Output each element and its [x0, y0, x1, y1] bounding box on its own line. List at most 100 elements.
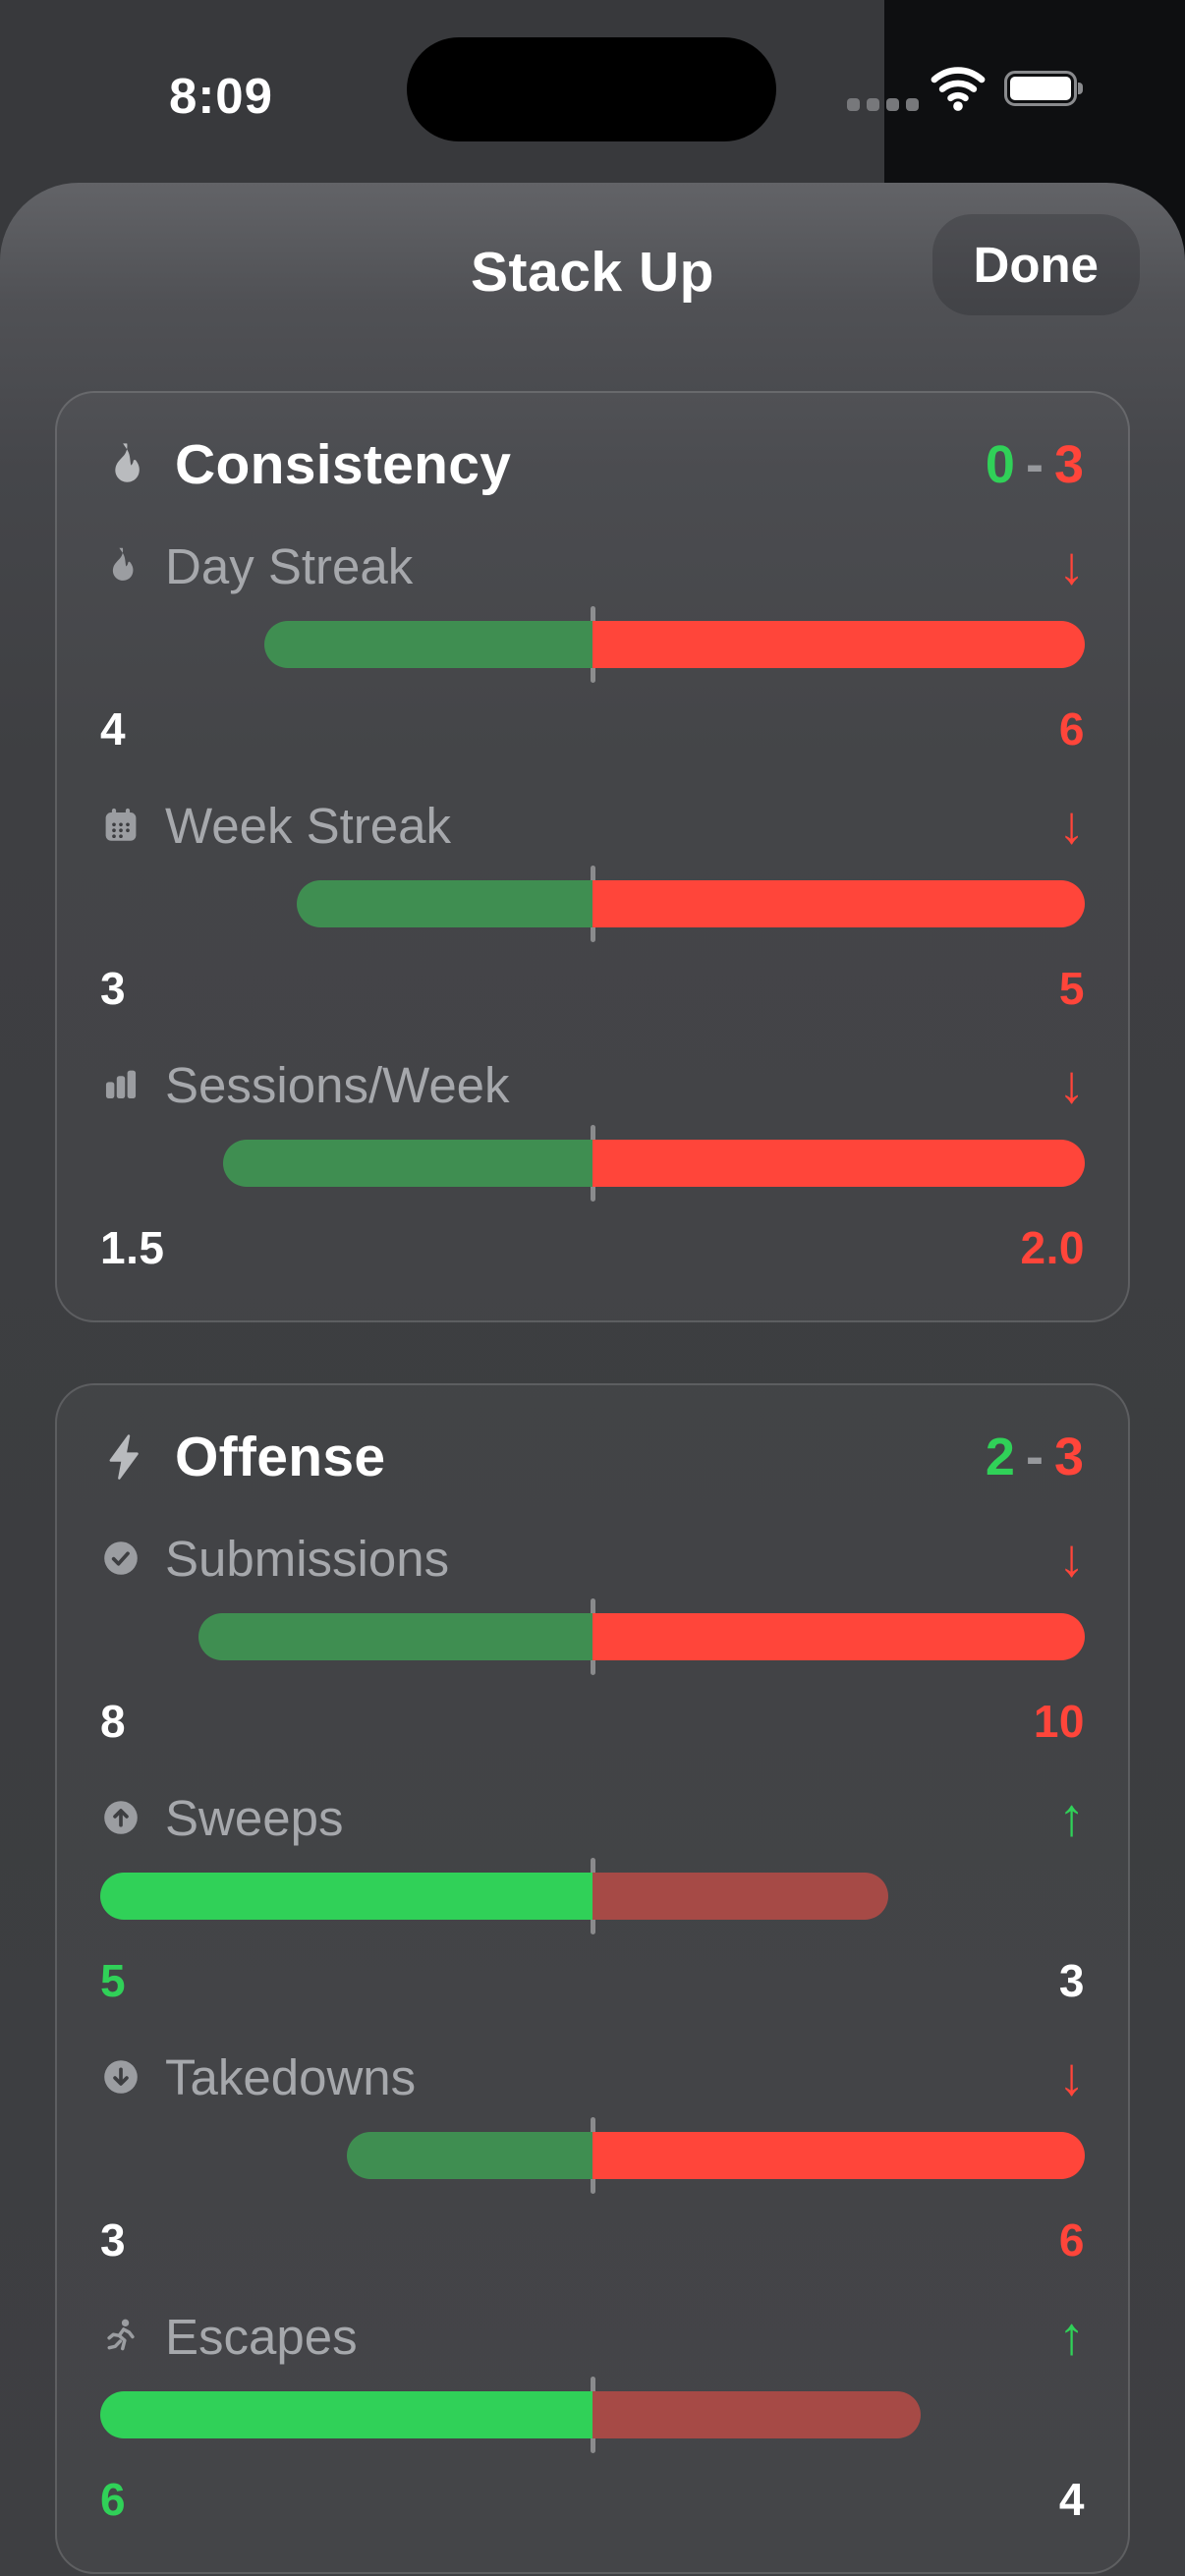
trend-up-arrow-icon: ↑: [1058, 2307, 1085, 2366]
comparison-bar: [100, 866, 1085, 942]
your-value: 6: [100, 2474, 127, 2525]
opponent-value: 3: [1058, 1955, 1085, 2006]
your-value-bar: [100, 1873, 592, 1920]
opponent-value-bar: [592, 2132, 1085, 2179]
your-value-bar: [263, 621, 592, 668]
card-header: Consistency 0-3: [100, 432, 1085, 497]
metric-values: 1.5 2.0: [100, 1220, 1085, 1275]
calendar-icon: [100, 805, 141, 846]
your-value-bar: [223, 1140, 592, 1187]
bolt-icon: [100, 1432, 149, 1482]
status-bar: 8:09: [0, 0, 1185, 147]
wifi-icon: [930, 65, 987, 112]
check-circle-icon: [100, 1538, 141, 1579]
section-score: 0-3: [986, 434, 1085, 495]
runner-icon: [100, 2316, 141, 2357]
comparison-bar: [100, 1858, 1085, 1934]
metric-submissions: Submissions ↓ 8 10: [100, 1529, 1085, 1749]
opponent-value: 4: [1058, 2474, 1085, 2525]
trend-down-arrow-icon: ↓: [1058, 1529, 1085, 1588]
your-value-bar: [198, 1613, 592, 1660]
your-value-bar: [100, 2391, 592, 2438]
score-opponent: 3: [1053, 435, 1085, 494]
metric-label-row: Submissions ↓: [100, 1529, 1085, 1588]
opponent-value-bar: [592, 621, 1085, 668]
your-value: 4: [100, 703, 127, 755]
opponent-value: 10: [1033, 1696, 1085, 1747]
opponent-value: 6: [1058, 2214, 1085, 2266]
opponent-value: 5: [1058, 963, 1085, 1014]
opponent-value: 6: [1058, 703, 1085, 755]
page-title: Stack Up: [471, 241, 714, 304]
your-value-bar: [297, 880, 592, 927]
arrow-down-circle-icon: [100, 2056, 141, 2098]
cellular-dots-icon: [847, 98, 919, 111]
trend-down-arrow-icon: ↓: [1058, 1055, 1085, 1114]
comparison-bar: [100, 2117, 1085, 2194]
stat-card-offense: Offense 2-3 Submissions ↓ 8 10 Sweeps ↑ 5 3 Takedo…: [55, 1383, 1130, 2574]
trend-up-arrow-icon: ↑: [1058, 1788, 1085, 1847]
metric-takedowns: Takedowns ↓ 3 6: [100, 2047, 1085, 2268]
metric-label-row: Sweeps ↑: [100, 1788, 1085, 1847]
opponent-value: 2.0: [1020, 1222, 1085, 1273]
your-value: 3: [100, 2214, 127, 2266]
stack-up-sheet: Stack Up Done Consistency 0-3 Day Streak ↓ 4…: [0, 183, 1185, 2576]
metric-label: Sessions/Week: [165, 1056, 510, 1113]
stat-cards-container: Consistency 0-3 Day Streak ↓ 4 6 Week Streak ↓ 3…: [55, 330, 1130, 2574]
metric-sweeps: Sweeps ↑ 5 3: [100, 1788, 1085, 2008]
opponent-value-bar: [592, 1873, 888, 1920]
metric-label: Escapes: [165, 2308, 358, 2365]
metric-label-row: Takedowns ↓: [100, 2047, 1085, 2106]
flame-icon: [100, 440, 149, 489]
metric-label-row: Week Streak ↓: [100, 796, 1085, 855]
your-value: 3: [100, 963, 127, 1014]
section-title: Offense: [175, 1426, 386, 1488]
score-dash: -: [1025, 1428, 1044, 1486]
status-time: 8:09: [168, 68, 274, 124]
metric-label: Takedowns: [165, 2048, 417, 2105]
opponent-value-bar: [592, 2391, 922, 2438]
stat-card-consistency: Consistency 0-3 Day Streak ↓ 4 6 Week Streak ↓ 3…: [55, 391, 1130, 1322]
metric-label-row: Day Streak ↓: [100, 536, 1085, 595]
bar-chart-icon: [100, 1064, 141, 1105]
flame-icon: [100, 545, 141, 587]
opponent-value-bar: [592, 1140, 1085, 1187]
metric-label-row: Escapes ↑: [100, 2307, 1085, 2366]
sheet-header: Stack Up Done: [0, 183, 1185, 330]
section-title: Consistency: [175, 433, 512, 496]
metric-label: Day Streak: [165, 537, 414, 594]
opponent-value-bar: [592, 1613, 1085, 1660]
battery-full-icon: [1004, 71, 1083, 106]
trend-down-arrow-icon: ↓: [1058, 2047, 1085, 2106]
metric-label: Submissions: [165, 1530, 450, 1587]
section-score: 2-3: [986, 1427, 1085, 1487]
metric-week-streak: Week Streak ↓ 3 5: [100, 796, 1085, 1016]
opponent-value-bar: [592, 880, 1085, 927]
metric-label: Sweeps: [165, 1789, 344, 1846]
metric-escapes: Escapes ↑ 6 4: [100, 2307, 1085, 2527]
metric-values: 8 10: [100, 1694, 1085, 1749]
comparison-bar: [100, 1598, 1085, 1675]
your-value: 1.5: [100, 1222, 165, 1273]
done-button[interactable]: Done: [931, 214, 1140, 315]
metric-sessions-week: Sessions/Week ↓ 1.5 2.0: [100, 1055, 1085, 1275]
your-value: 8: [100, 1696, 127, 1747]
trend-down-arrow-icon: ↓: [1058, 536, 1085, 595]
score-you: 0: [985, 435, 1016, 494]
score-dash: -: [1025, 435, 1044, 494]
metric-label-row: Sessions/Week ↓: [100, 1055, 1085, 1114]
trend-down-arrow-icon: ↓: [1058, 796, 1085, 855]
dynamic-island: [407, 37, 776, 141]
comparison-bar: [100, 1125, 1085, 1202]
card-header: Offense 2-3: [100, 1425, 1085, 1489]
comparison-bar: [100, 2377, 1085, 2453]
score-you: 2: [985, 1428, 1016, 1486]
your-value-bar: [346, 2132, 592, 2179]
metric-day-streak: Day Streak ↓ 4 6: [100, 536, 1085, 756]
score-opponent: 3: [1053, 1428, 1085, 1486]
